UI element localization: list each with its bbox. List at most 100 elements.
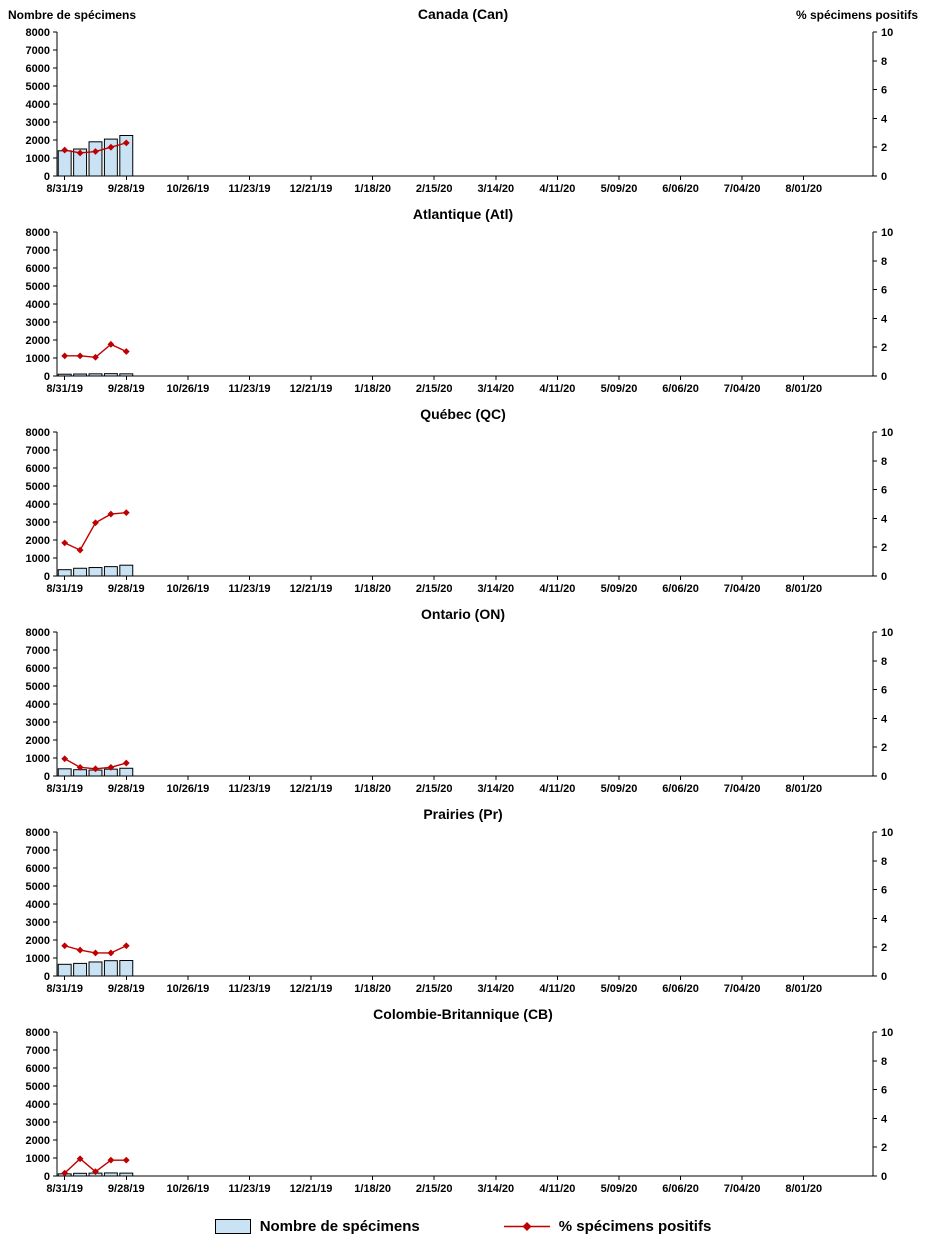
svg-text:2000: 2000 bbox=[26, 735, 50, 747]
svg-text:8000: 8000 bbox=[26, 227, 50, 239]
chart-atlantique: Atlantique (Atl) 0 1000 2000 3000 4000 5000 60… bbox=[0, 204, 926, 404]
svg-text:5/09/20: 5/09/20 bbox=[601, 1183, 638, 1195]
axis-ticks bbox=[53, 1031, 877, 1180]
bars-series bbox=[57, 564, 134, 577]
svg-text:8/01/20: 8/01/20 bbox=[785, 983, 822, 995]
svg-text:2: 2 bbox=[881, 142, 887, 154]
svg-text:12/21/19: 12/21/19 bbox=[290, 583, 333, 595]
svg-text:2: 2 bbox=[881, 342, 887, 354]
svg-text:5000: 5000 bbox=[26, 81, 50, 93]
line-series bbox=[61, 942, 130, 957]
svg-text:9/28/19: 9/28/19 bbox=[108, 383, 145, 395]
svg-text:4000: 4000 bbox=[26, 499, 50, 511]
svg-text:8/01/20: 8/01/20 bbox=[785, 1183, 822, 1195]
legend-line-label: % spécimens positifs bbox=[558, 1218, 712, 1235]
svg-text:7000: 7000 bbox=[26, 245, 50, 257]
svg-text:8/01/20: 8/01/20 bbox=[785, 183, 822, 195]
svg-text:5/09/20: 5/09/20 bbox=[601, 783, 638, 795]
svg-text:12/21/19: 12/21/19 bbox=[290, 983, 333, 995]
svg-text:8/01/20: 8/01/20 bbox=[785, 383, 822, 395]
svg-text:5000: 5000 bbox=[26, 481, 50, 493]
svg-text:8: 8 bbox=[881, 456, 887, 468]
axis-tick-labels: 0 1000 2000 3000 4000 5000 6000 7000 8000 0 2 4 6 8 10… bbox=[26, 27, 894, 195]
axis-ticks bbox=[53, 231, 877, 380]
svg-text:7000: 7000 bbox=[26, 45, 50, 57]
svg-text:3/14/20: 3/14/20 bbox=[477, 583, 514, 595]
svg-text:8/31/19: 8/31/19 bbox=[46, 783, 83, 795]
svg-text:3000: 3000 bbox=[26, 917, 50, 929]
svg-text:2/15/20: 2/15/20 bbox=[416, 183, 453, 195]
chart-plot-quebec: 0 1000 2000 3000 4000 5000 6000 7000 8000 0 2 4 6 8 10… bbox=[26, 427, 894, 595]
line-series bbox=[61, 139, 130, 157]
bars-series bbox=[57, 960, 134, 977]
bars-series bbox=[57, 135, 134, 177]
chart-plot-colombie-britannique: 0 1000 2000 3000 4000 5000 6000 7000 8000 0 2 4 6 8 10… bbox=[26, 1027, 894, 1195]
svg-text:3000: 3000 bbox=[26, 1117, 50, 1129]
svg-text:11/23/19: 11/23/19 bbox=[228, 1183, 270, 1195]
svg-text:2/15/20: 2/15/20 bbox=[416, 383, 453, 395]
svg-text:6: 6 bbox=[881, 885, 887, 897]
svg-text:6000: 6000 bbox=[26, 263, 50, 275]
svg-text:0: 0 bbox=[44, 171, 50, 183]
svg-text:5/09/20: 5/09/20 bbox=[601, 983, 638, 995]
svg-text:4000: 4000 bbox=[26, 299, 50, 311]
svg-text:11/23/19: 11/23/19 bbox=[228, 583, 270, 595]
svg-text:10/26/19: 10/26/19 bbox=[166, 583, 209, 595]
svg-text:2/15/20: 2/15/20 bbox=[416, 1183, 453, 1195]
svg-text:8/31/19: 8/31/19 bbox=[46, 983, 83, 995]
svg-text:8/01/20: 8/01/20 bbox=[785, 583, 822, 595]
svg-text:4/11/20: 4/11/20 bbox=[539, 583, 575, 595]
axis-ticks bbox=[53, 431, 877, 580]
svg-text:10: 10 bbox=[881, 227, 893, 239]
svg-text:6000: 6000 bbox=[26, 463, 50, 475]
svg-text:3/14/20: 3/14/20 bbox=[477, 183, 514, 195]
svg-text:7/04/20: 7/04/20 bbox=[724, 983, 761, 995]
svg-text:1000: 1000 bbox=[26, 953, 50, 965]
svg-text:4: 4 bbox=[881, 713, 888, 725]
svg-text:8: 8 bbox=[881, 856, 887, 868]
svg-text:2: 2 bbox=[881, 742, 887, 754]
chart-colombie-britannique: Colombie-Britannique (CB) 0 1000 2000 3000 4… bbox=[0, 1004, 926, 1204]
axis-ticks bbox=[53, 31, 877, 180]
svg-text:10/26/19: 10/26/19 bbox=[166, 183, 209, 195]
svg-text:4: 4 bbox=[881, 1113, 888, 1125]
svg-text:4000: 4000 bbox=[26, 699, 50, 711]
svg-text:1/18/20: 1/18/20 bbox=[354, 983, 391, 995]
svg-text:7000: 7000 bbox=[26, 845, 50, 857]
svg-text:6/06/20: 6/06/20 bbox=[662, 183, 699, 195]
svg-text:8/31/19: 8/31/19 bbox=[46, 1183, 83, 1195]
left-axis-label: Nombre de spécimens bbox=[8, 8, 137, 22]
svg-text:10: 10 bbox=[881, 827, 893, 839]
svg-text:3/14/20: 3/14/20 bbox=[477, 383, 514, 395]
svg-text:2000: 2000 bbox=[26, 935, 50, 947]
svg-text:9/28/19: 9/28/19 bbox=[108, 783, 145, 795]
svg-text:5/09/20: 5/09/20 bbox=[601, 583, 638, 595]
svg-text:8: 8 bbox=[881, 56, 887, 68]
svg-text:2/15/20: 2/15/20 bbox=[416, 983, 453, 995]
svg-text:1000: 1000 bbox=[26, 153, 50, 165]
svg-text:6/06/20: 6/06/20 bbox=[662, 783, 699, 795]
svg-text:2000: 2000 bbox=[26, 335, 50, 347]
svg-text:10/26/19: 10/26/19 bbox=[166, 383, 209, 395]
svg-text:12/21/19: 12/21/19 bbox=[290, 783, 333, 795]
svg-text:6000: 6000 bbox=[26, 863, 50, 875]
axes bbox=[56, 432, 874, 577]
svg-text:5000: 5000 bbox=[26, 1081, 50, 1093]
svg-text:6: 6 bbox=[881, 1085, 887, 1097]
chart-canada: Canada (Can) 0 1000 2000 3000 4000 5000 6000 70… bbox=[0, 4, 926, 204]
svg-text:2: 2 bbox=[881, 942, 887, 954]
svg-text:2000: 2000 bbox=[26, 135, 50, 147]
chart-title-quebec: Québec (QC) bbox=[420, 406, 506, 422]
svg-text:8: 8 bbox=[881, 256, 887, 268]
svg-text:6/06/20: 6/06/20 bbox=[662, 983, 699, 995]
svg-text:8000: 8000 bbox=[26, 1027, 50, 1039]
svg-text:11/23/19: 11/23/19 bbox=[228, 383, 270, 395]
svg-text:0: 0 bbox=[881, 371, 887, 383]
svg-text:11/23/19: 11/23/19 bbox=[228, 983, 270, 995]
axis-tick-labels: 0 1000 2000 3000 4000 5000 6000 7000 8000 0 2 4 6 8 10… bbox=[26, 827, 894, 995]
axis-ticks bbox=[53, 631, 877, 780]
svg-text:4/11/20: 4/11/20 bbox=[539, 983, 575, 995]
svg-text:8000: 8000 bbox=[26, 627, 50, 639]
svg-text:0: 0 bbox=[881, 971, 887, 983]
